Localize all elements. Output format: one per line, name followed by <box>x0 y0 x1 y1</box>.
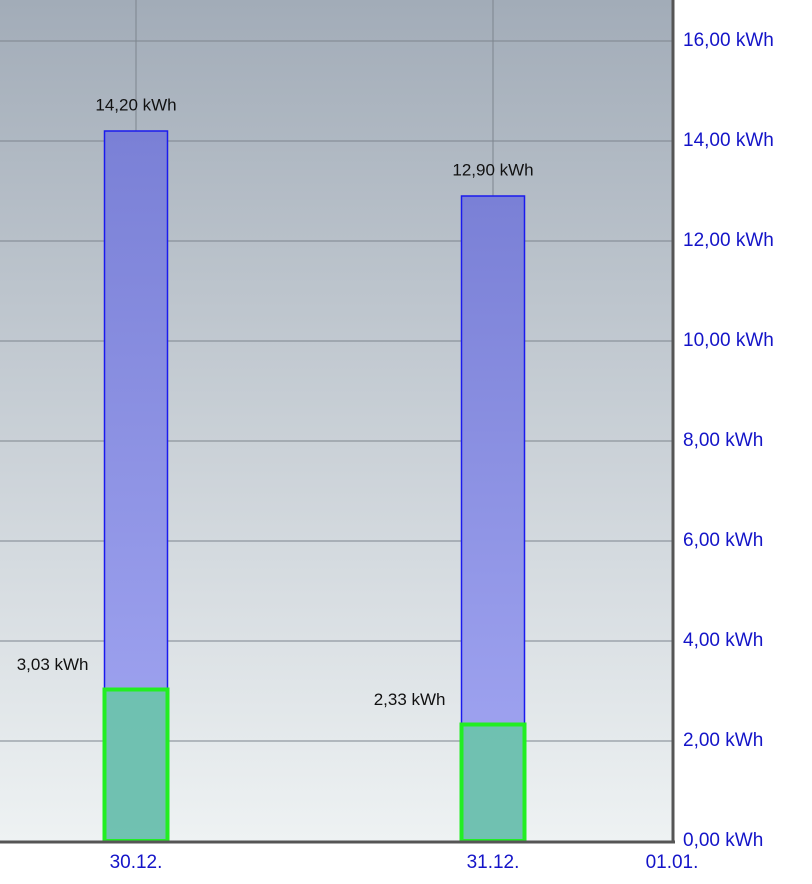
y-tick-label: 8,00 kWh <box>683 430 763 451</box>
x-tick-label: 31.12. <box>467 852 520 873</box>
y-tick-label: 10,00 kWh <box>683 330 774 351</box>
y-tick-label: 16,00 kWh <box>683 30 774 51</box>
value-label: 2,33 kWh <box>374 690 446 709</box>
value-label: 14,20 kWh <box>95 95 176 114</box>
y-tick-label: 14,00 kWh <box>683 130 774 151</box>
y-tick-label: 2,00 kWh <box>683 730 763 751</box>
y-tick-label: 12,00 kWh <box>683 230 774 251</box>
x-tick-label: 01.01. <box>646 852 699 873</box>
x-tick-label: 30.12. <box>110 852 163 873</box>
y-tick-label: 0,00 kWh <box>683 830 763 851</box>
value-label: 12,90 kWh <box>452 160 533 179</box>
bar <box>102 687 170 843</box>
y-tick-label: 4,00 kWh <box>683 630 763 651</box>
bar <box>459 722 527 843</box>
plot-area <box>0 0 673 841</box>
value-label: 3,03 kWh <box>17 655 89 674</box>
y-tick-label: 6,00 kWh <box>683 530 763 551</box>
